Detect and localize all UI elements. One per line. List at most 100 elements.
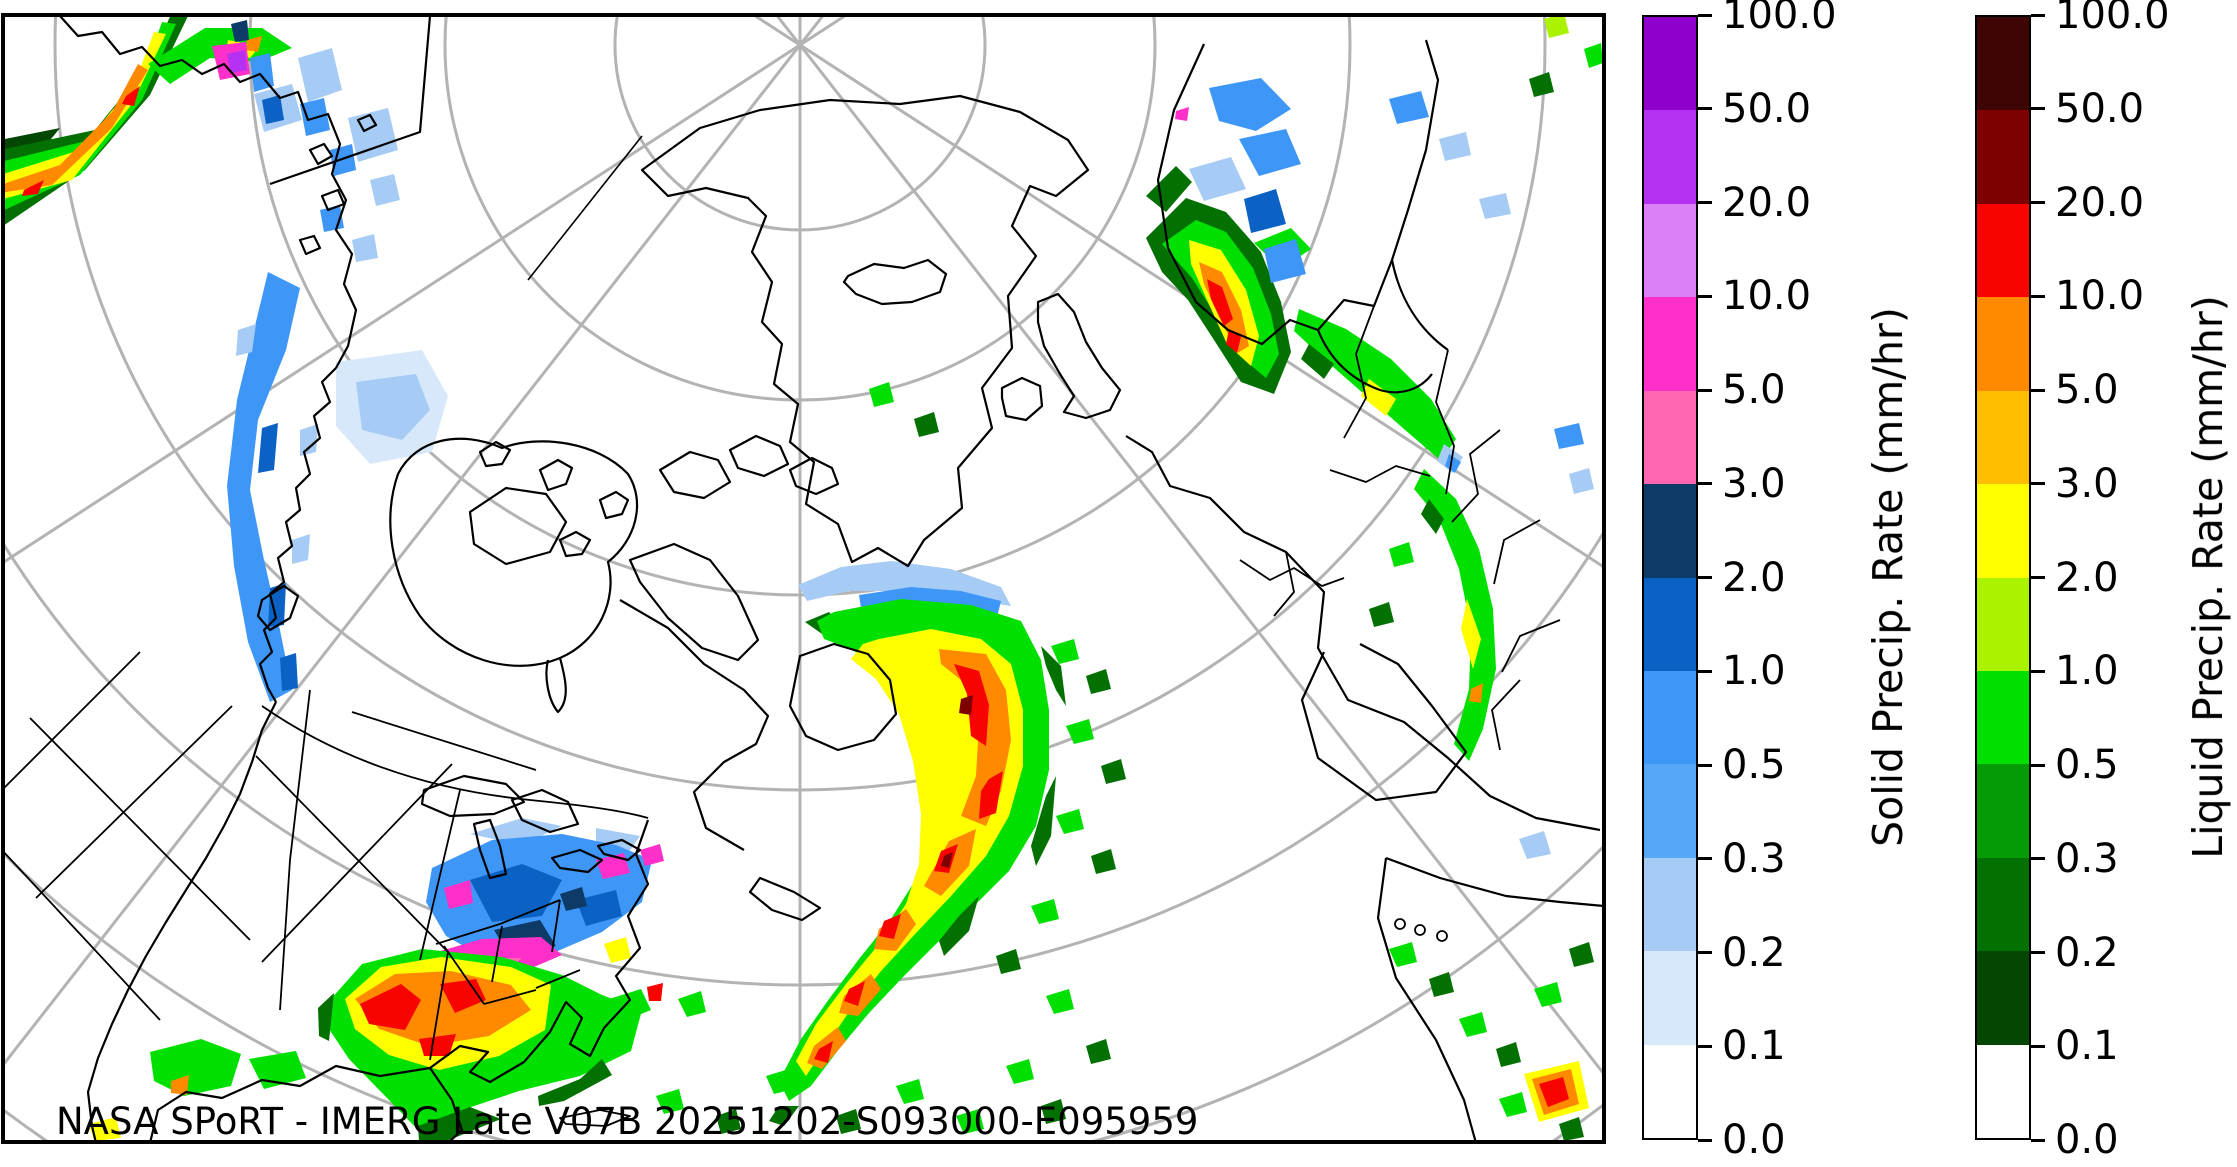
coast-bc-fjords	[258, 367, 337, 703]
precip-blob	[89, 1117, 121, 1141]
tick-mark	[1698, 576, 1712, 579]
precip-blob	[1086, 1039, 1111, 1064]
tick-label: 2.0	[1722, 554, 1786, 601]
colorbar-segment	[1977, 1044, 2029, 1139]
colorbar-tick-100.0: 100.0	[1698, 0, 1837, 38]
florida	[429, 1067, 464, 1142]
tick-label: 0.3	[1722, 835, 1786, 882]
border-alaska	[269, 15, 432, 186]
colorbar-tick-3.0: 3.0	[2031, 461, 2119, 507]
great-britain	[1036, 292, 1122, 420]
colorbar-tick-5.0: 5.0	[2031, 367, 2119, 413]
colorbar-segment	[1644, 670, 1696, 765]
colorbar-segment	[1977, 577, 2029, 671]
precip-blob	[1244, 189, 1286, 233]
precip-blob	[262, 95, 284, 124]
precip-blob	[956, 1109, 984, 1134]
bahamas-cuba	[559, 1109, 631, 1127]
precip-blob	[914, 412, 939, 437]
precip-blob	[3, 64, 148, 193]
precip-blob	[1534, 982, 1562, 1007]
africa-coast	[1376, 856, 1604, 1142]
colorbar-tick-0.1: 0.1	[2031, 1023, 2119, 1069]
precip-blob	[716, 1109, 741, 1134]
tick-mark	[1698, 857, 1712, 861]
precip-blob	[640, 844, 664, 866]
tick-label: 0.5	[2055, 742, 2119, 788]
baltic-finland	[1316, 259, 1449, 394]
tick-mark	[2031, 482, 2045, 486]
island-panhandle	[298, 113, 378, 256]
precip-blob	[330, 144, 356, 176]
precip-blob	[419, 1034, 456, 1056]
colorbar-segment	[1644, 857, 1696, 952]
precip-blob	[440, 979, 486, 1013]
precip-blob	[766, 1069, 794, 1094]
precip-blob	[836, 1109, 861, 1134]
precip-blob	[1445, 454, 1461, 473]
precip-blob	[1569, 468, 1594, 494]
colorbar-tick-2.0: 2.0	[1698, 555, 1786, 601]
precip-blob	[1175, 107, 1189, 121]
precip-blob	[844, 981, 865, 1006]
precip-blob	[1361, 379, 1396, 416]
product-annotation: NASA SPoRT - IMERG Late V07B 20251202-S0…	[56, 1100, 1199, 1143]
colorbar-tick-0.2: 0.2	[1698, 930, 1786, 976]
ireland	[1000, 376, 1044, 422]
precip-blob	[360, 984, 421, 1030]
tick-label: 3.0	[2055, 460, 2119, 507]
precip-blob	[1264, 239, 1306, 283]
precip-blob	[609, 989, 651, 1021]
precip-blob	[560, 887, 587, 911]
precip-blob	[1101, 759, 1126, 784]
precip-blob	[796, 629, 1023, 1076]
tick-mark	[1698, 1138, 1712, 1142]
precip-blob	[1046, 989, 1074, 1014]
precip-blob	[246, 36, 262, 52]
tick-label: 100.0	[1722, 0, 1837, 38]
tick-mark	[2031, 13, 2045, 17]
precip-blob	[604, 937, 631, 963]
greenland	[640, 94, 1090, 568]
precip-blob	[1469, 683, 1483, 703]
colorbar-segment	[1977, 951, 2029, 1045]
precip-blob	[1389, 942, 1417, 967]
colorbar-tick-0.1: 0.1	[1698, 1023, 1786, 1069]
arctic-islands	[468, 434, 840, 662]
precip-blob	[1091, 849, 1116, 874]
precip-blob	[292, 534, 310, 564]
tick-label: 0.5	[1722, 742, 1786, 788]
tick-label: 20.0	[2055, 179, 2145, 226]
great-lakes	[420, 774, 642, 880]
precip-blob	[1421, 499, 1444, 534]
colorbar-tick-20.0: 20.0	[2031, 180, 2144, 226]
colorbar-tick-0.0: 0.0	[1698, 1117, 1786, 1163]
precip-blob	[941, 852, 953, 868]
tick-label: 5.0	[2055, 367, 2119, 413]
colorbar-tick-2.0: 2.0	[2031, 555, 2119, 601]
precip-blob	[1554, 423, 1584, 449]
tick-mark	[1698, 1044, 1712, 1048]
tick-mark	[1698, 201, 1712, 204]
precip-blob	[1006, 1059, 1034, 1084]
precip-blob	[1439, 132, 1471, 161]
colorbar-segment	[1977, 297, 2029, 391]
hudson-bay	[389, 437, 639, 667]
colorbar-tick-10.0: 10.0	[1698, 273, 1811, 319]
colorbar-segment	[1644, 110, 1696, 204]
colorbar-tick-20.0: 20.0	[1698, 180, 1811, 226]
precip-blob	[996, 949, 1021, 974]
precip-blob	[1146, 166, 1192, 212]
tick-mark	[2031, 857, 2045, 861]
precip-blob	[258, 423, 278, 473]
precip-blob	[1239, 129, 1301, 176]
colorbar-segment	[1644, 1044, 1696, 1139]
tick-mark	[2031, 576, 2045, 579]
colorbar-segment	[1977, 110, 2029, 204]
precip-blob	[1207, 279, 1233, 326]
scandinavia	[1156, 39, 1440, 346]
colorbar-tick-50.0: 50.0	[1698, 86, 1811, 132]
precip-blob	[318, 993, 334, 1041]
colorbar-tick-0.5: 0.5	[1698, 742, 1786, 788]
